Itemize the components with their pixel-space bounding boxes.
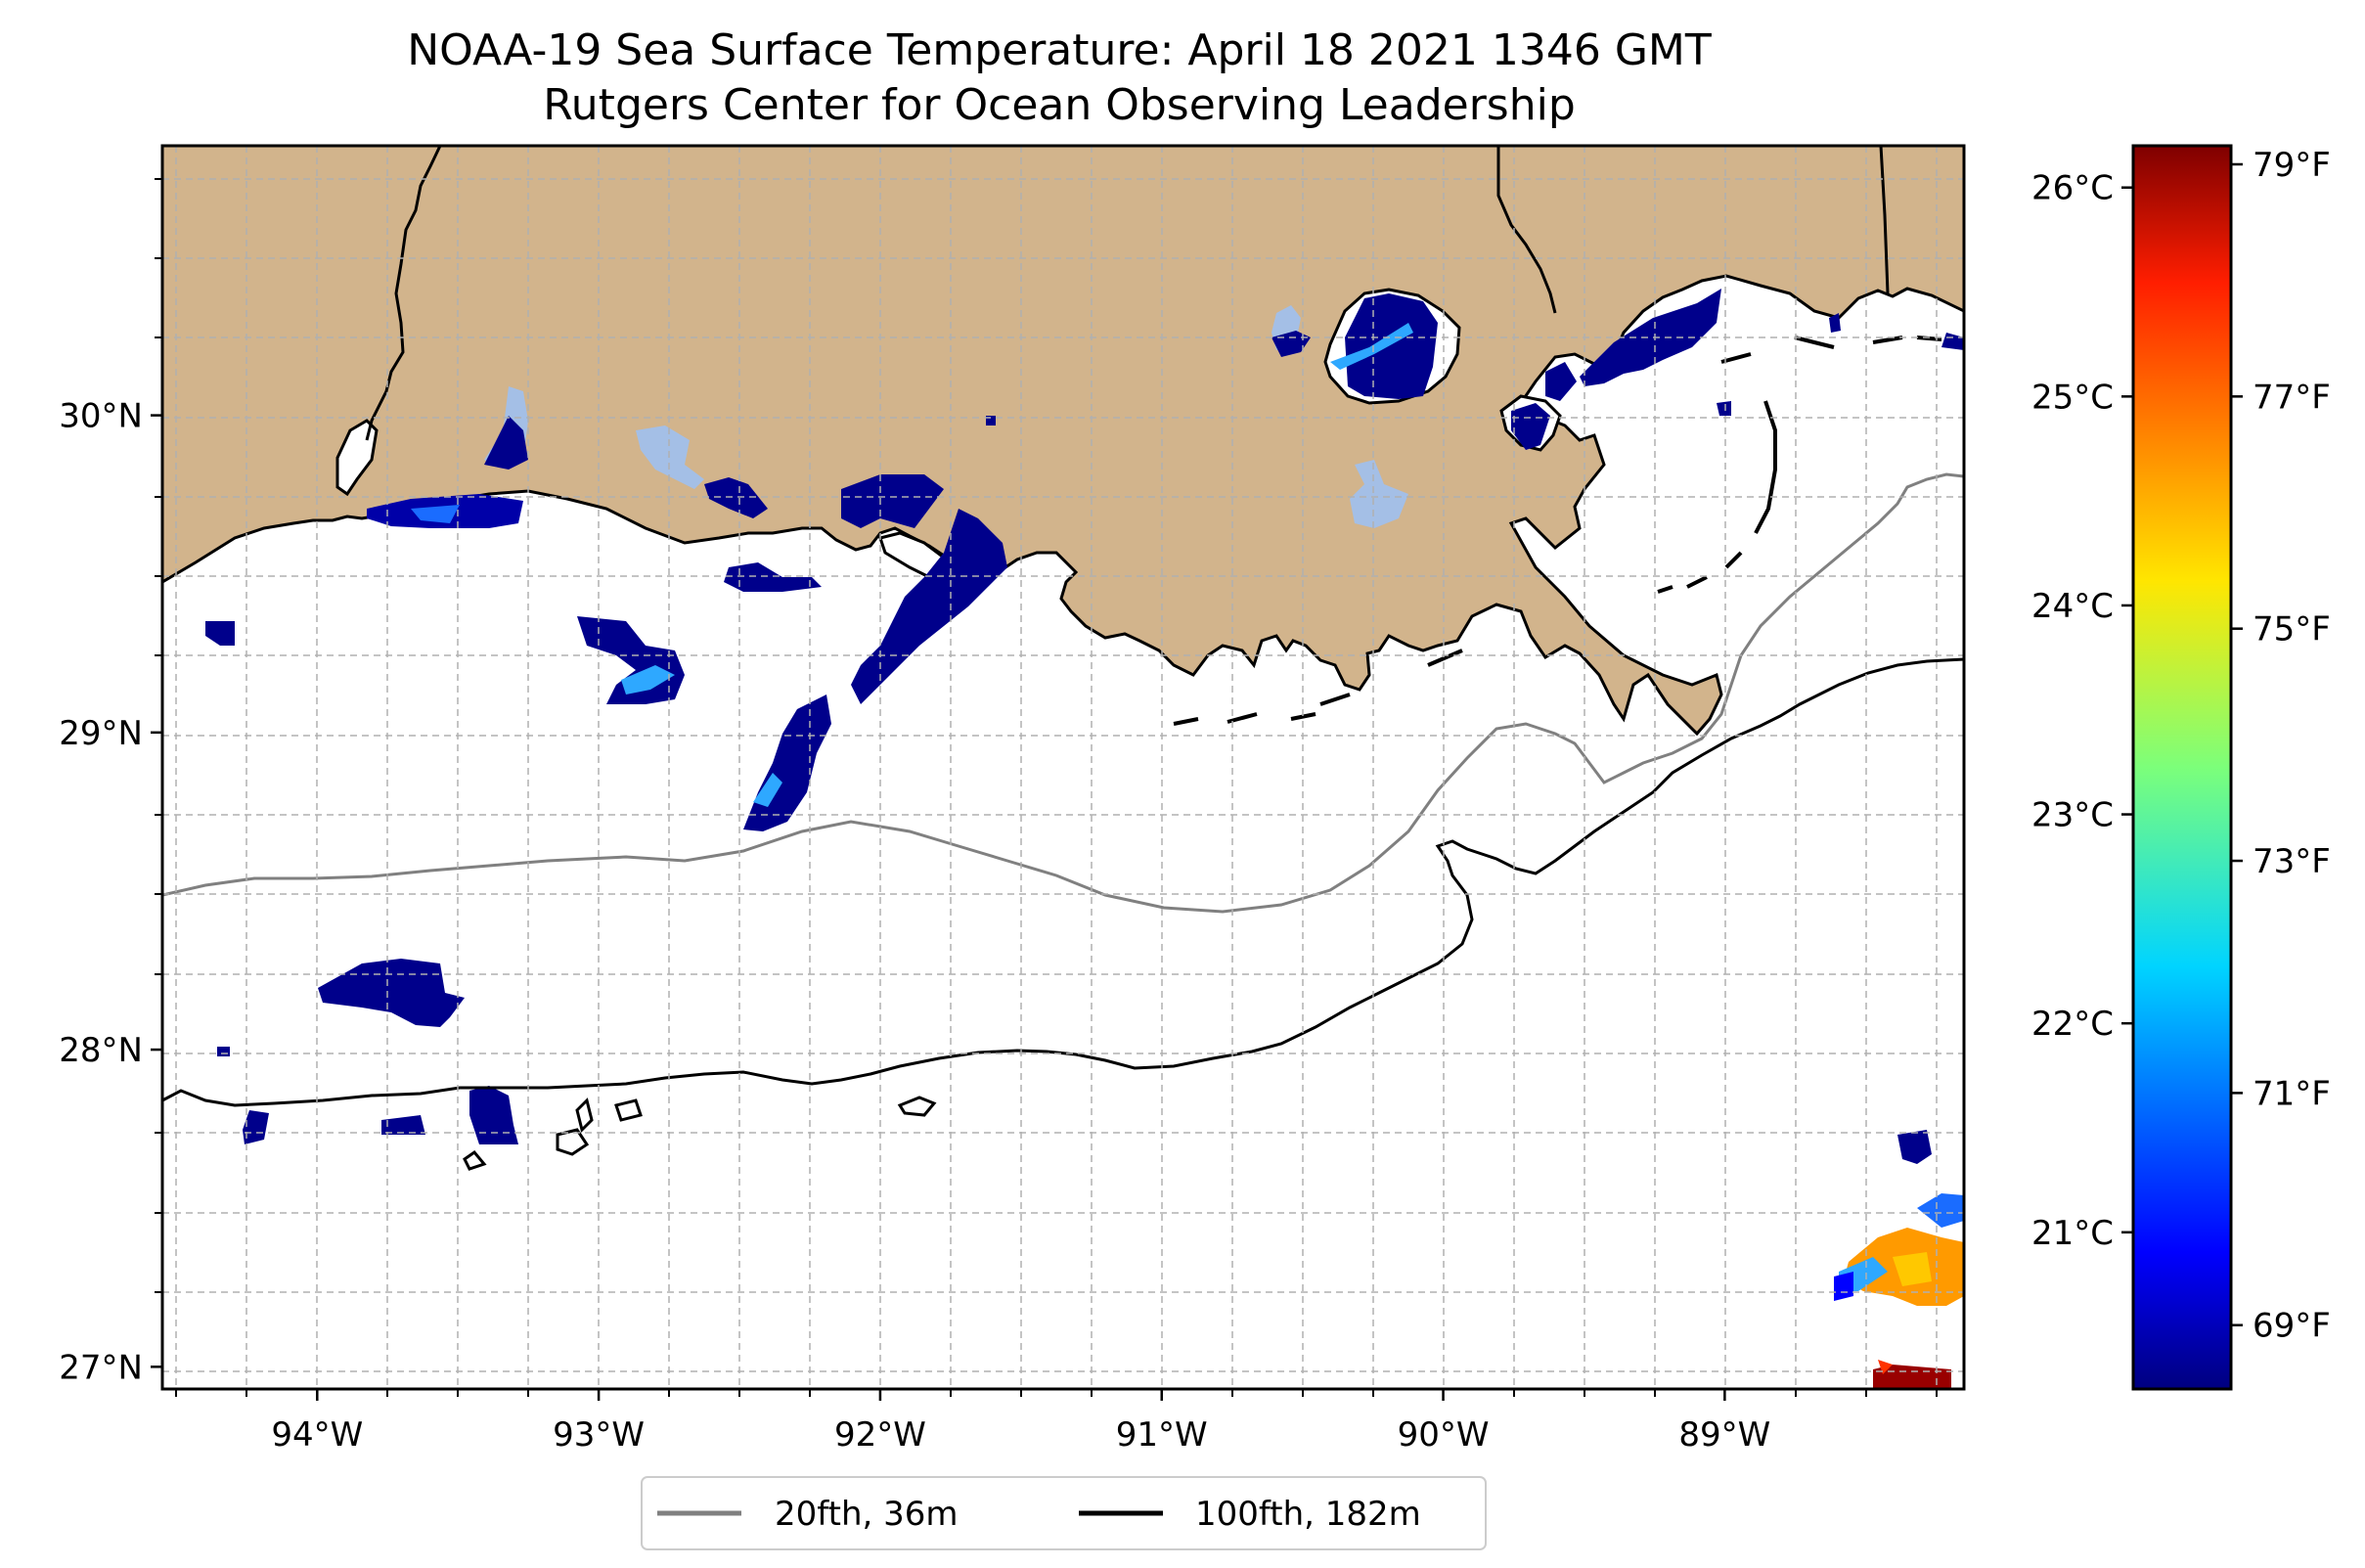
y-axis-ticks: 30°N 29°N 28°N 27°N	[59, 397, 162, 1387]
celsius-tick-label: 24°C	[2031, 587, 2114, 626]
celsius-tick-label: 26°C	[2031, 169, 2114, 208]
state-border-la-ms	[1496, 146, 1557, 314]
fahrenheit-tick-label: 79°F	[2253, 146, 2331, 185]
y-tick-label: 29°N	[59, 714, 143, 753]
x-axis-ticks: 94°W 93°W 92°W 91°W 90°W 89°W	[271, 1389, 1770, 1455]
y-tick-label: 30°N	[59, 397, 143, 436]
celsius-tick-label: 23°C	[2031, 796, 2114, 835]
y-tick-label: 27°N	[59, 1348, 143, 1387]
map-frame	[160, 144, 1966, 1391]
colorbar	[2131, 144, 2233, 1391]
fahrenheit-tick-label: 73°F	[2253, 842, 2331, 881]
celsius-tick-label: 22°C	[2031, 1005, 2114, 1044]
fahrenheit-tick-label: 77°F	[2253, 378, 2331, 417]
x-tick-label: 89°W	[1678, 1415, 1770, 1455]
fahrenheit-tick-label: 69°F	[2253, 1307, 2331, 1346]
x-tick-label: 91°W	[1116, 1415, 1208, 1455]
colorbar-celsius-ticks: 26°C 25°C 24°C 23°C 22°C 21°C	[2031, 169, 2133, 1253]
x-tick-label: 90°W	[1398, 1415, 1490, 1455]
isobath-100fth	[162, 657, 1964, 1107]
x-tick-label: 94°W	[271, 1415, 363, 1455]
state-border-tx-la	[365, 146, 442, 441]
celsius-tick-label: 25°C	[2031, 378, 2114, 417]
colorbar-fahrenheit-ticks: 79°F 77°F 75°F 73°F 71°F 69°F	[2231, 146, 2331, 1346]
y-tick-label: 28°N	[59, 1031, 143, 1070]
title-line-1: NOAA-19 Sea Surface Temperature: April 1…	[407, 25, 1712, 75]
minor-ticks	[155, 178, 1938, 1397]
legend-box	[641, 1476, 1487, 1550]
fahrenheit-tick-label: 71°F	[2253, 1074, 2331, 1113]
x-tick-label: 92°W	[834, 1415, 926, 1455]
legend-label-100fth: 100fth, 182m	[1195, 1495, 1421, 1534]
isobath-20fth	[162, 472, 1964, 914]
title-line-2: Rutgers Center for Ocean Observing Leade…	[543, 80, 1576, 130]
legend-label-20fth: 20fth, 36m	[775, 1495, 959, 1534]
state-border-ms-al	[1879, 146, 1890, 294]
barrier-islands	[1173, 336, 1942, 726]
gridlines	[162, 146, 1964, 1389]
celsius-tick-label: 21°C	[2031, 1214, 2114, 1253]
fahrenheit-tick-label: 75°F	[2253, 610, 2331, 650]
isobath-100fth-fragments	[463, 1096, 937, 1171]
legend: 20fth, 36m 100fth, 182m	[641, 1476, 1487, 1550]
map-panel	[162, 146, 1964, 1389]
x-tick-label: 93°W	[553, 1415, 645, 1455]
